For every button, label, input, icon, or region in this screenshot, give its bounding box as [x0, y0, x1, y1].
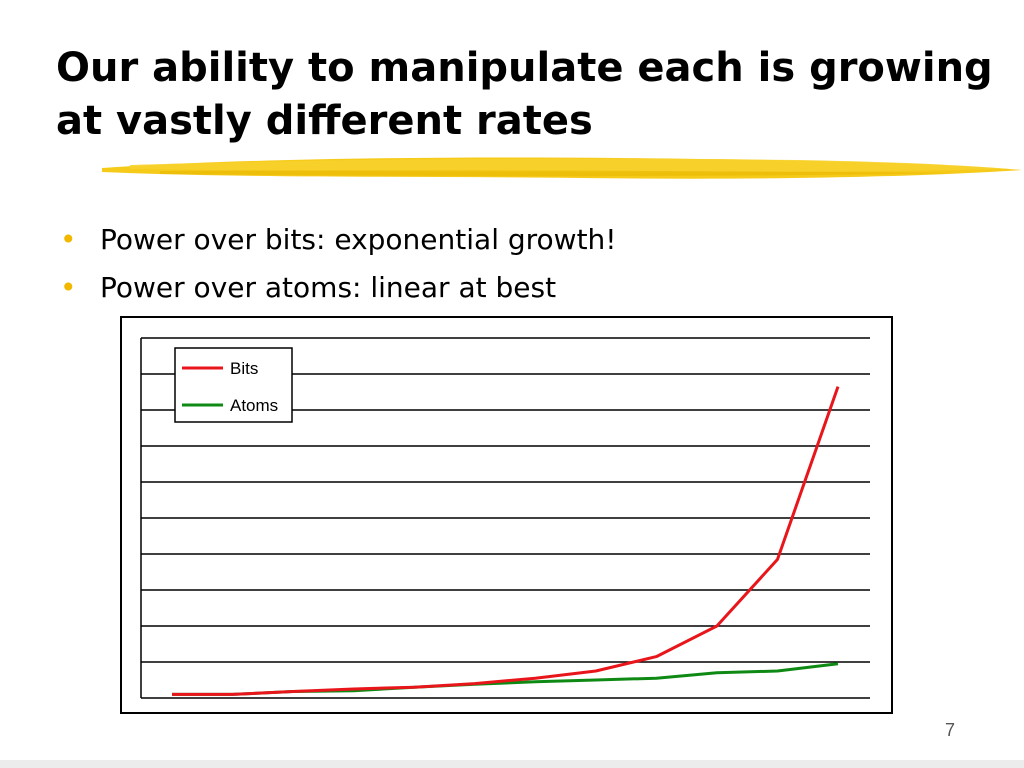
legend-label-bits: Bits	[230, 359, 258, 378]
bullet-item: • Power over atoms: linear at best	[60, 266, 617, 314]
bullet-icon: •	[60, 223, 77, 256]
footer-band	[0, 760, 1024, 768]
chart: Bits Atoms	[140, 337, 870, 699]
title-underline	[102, 157, 1022, 179]
slide-title: Our ability to manipulate each is growin…	[56, 45, 993, 144]
chart-frame: Bits Atoms	[120, 316, 893, 714]
legend: Bits Atoms	[174, 347, 293, 423]
legend-box	[174, 347, 293, 423]
bullet-text: Power over bits: exponential growth!	[100, 223, 617, 256]
series-group	[172, 386, 840, 696]
legend-label-atoms: Atoms	[230, 396, 278, 415]
page-number: 7	[944, 720, 955, 740]
bullet-text: Power over atoms: linear at best	[100, 271, 557, 304]
bullet-item: • Power over bits: exponential growth!	[60, 218, 617, 266]
gridlines	[140, 337, 870, 699]
bullet-list: • Power over bits: exponential growth! •…	[60, 218, 617, 314]
bullet-icon: •	[60, 271, 77, 304]
series-line-atoms	[172, 662, 839, 696]
series-line-bits	[172, 386, 840, 696]
